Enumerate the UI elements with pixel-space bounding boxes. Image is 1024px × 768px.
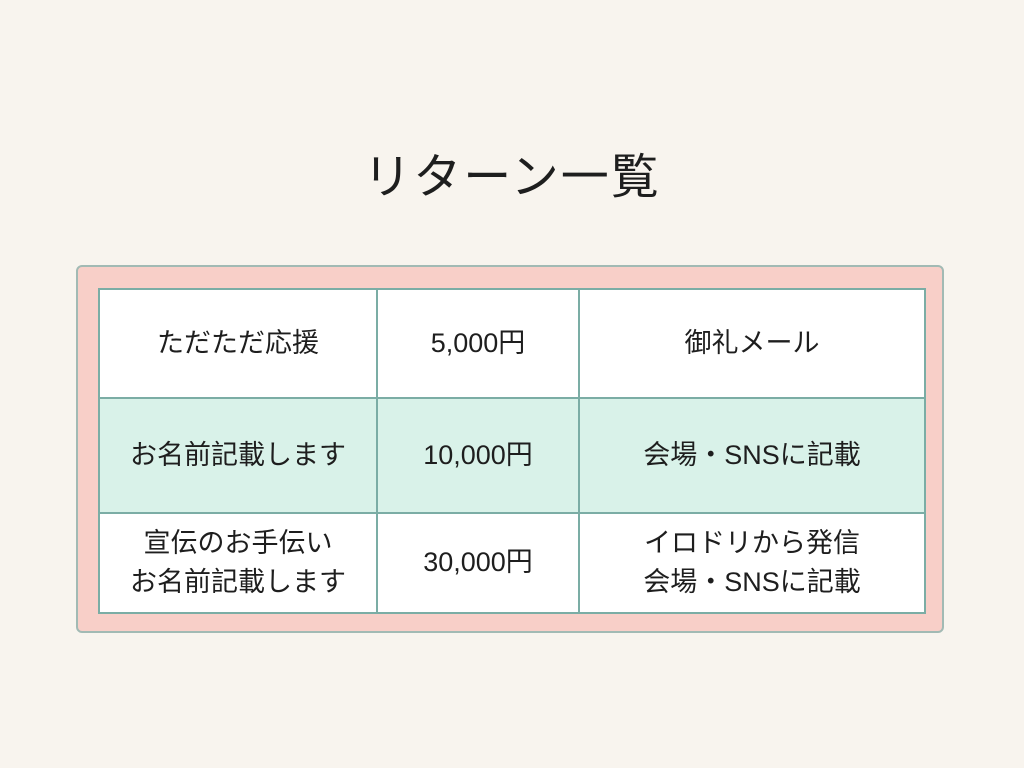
plan-cell: ただただ応援 — [98, 288, 378, 399]
returns-table-frame: ただただ応援 5,000円 御礼メール お名前記載します 10,000円 会場・… — [76, 265, 944, 633]
table-row: お名前記載します 10,000円 会場・SNSに記載 — [98, 397, 926, 514]
table-row: ただただ応援 5,000円 御礼メール — [98, 288, 926, 399]
price-cell: 30,000円 — [376, 512, 580, 614]
reward-cell: 会場・SNSに記載 — [578, 397, 926, 514]
table-row: 宣伝のお手伝い お名前記載します 30,000円 イロドリから発信 会場・SNS… — [98, 512, 926, 614]
price-cell: 10,000円 — [376, 397, 580, 514]
reward-cell: イロドリから発信 会場・SNSに記載 — [578, 512, 926, 614]
plan-cell: お名前記載します — [98, 397, 378, 514]
plan-cell: 宣伝のお手伝い お名前記載します — [98, 512, 378, 614]
reward-cell: 御礼メール — [578, 288, 926, 399]
returns-table: ただただ応援 5,000円 御礼メール お名前記載します 10,000円 会場・… — [98, 288, 926, 614]
price-cell: 5,000円 — [376, 288, 580, 399]
page-title: リターン一覧 — [363, 151, 661, 204]
